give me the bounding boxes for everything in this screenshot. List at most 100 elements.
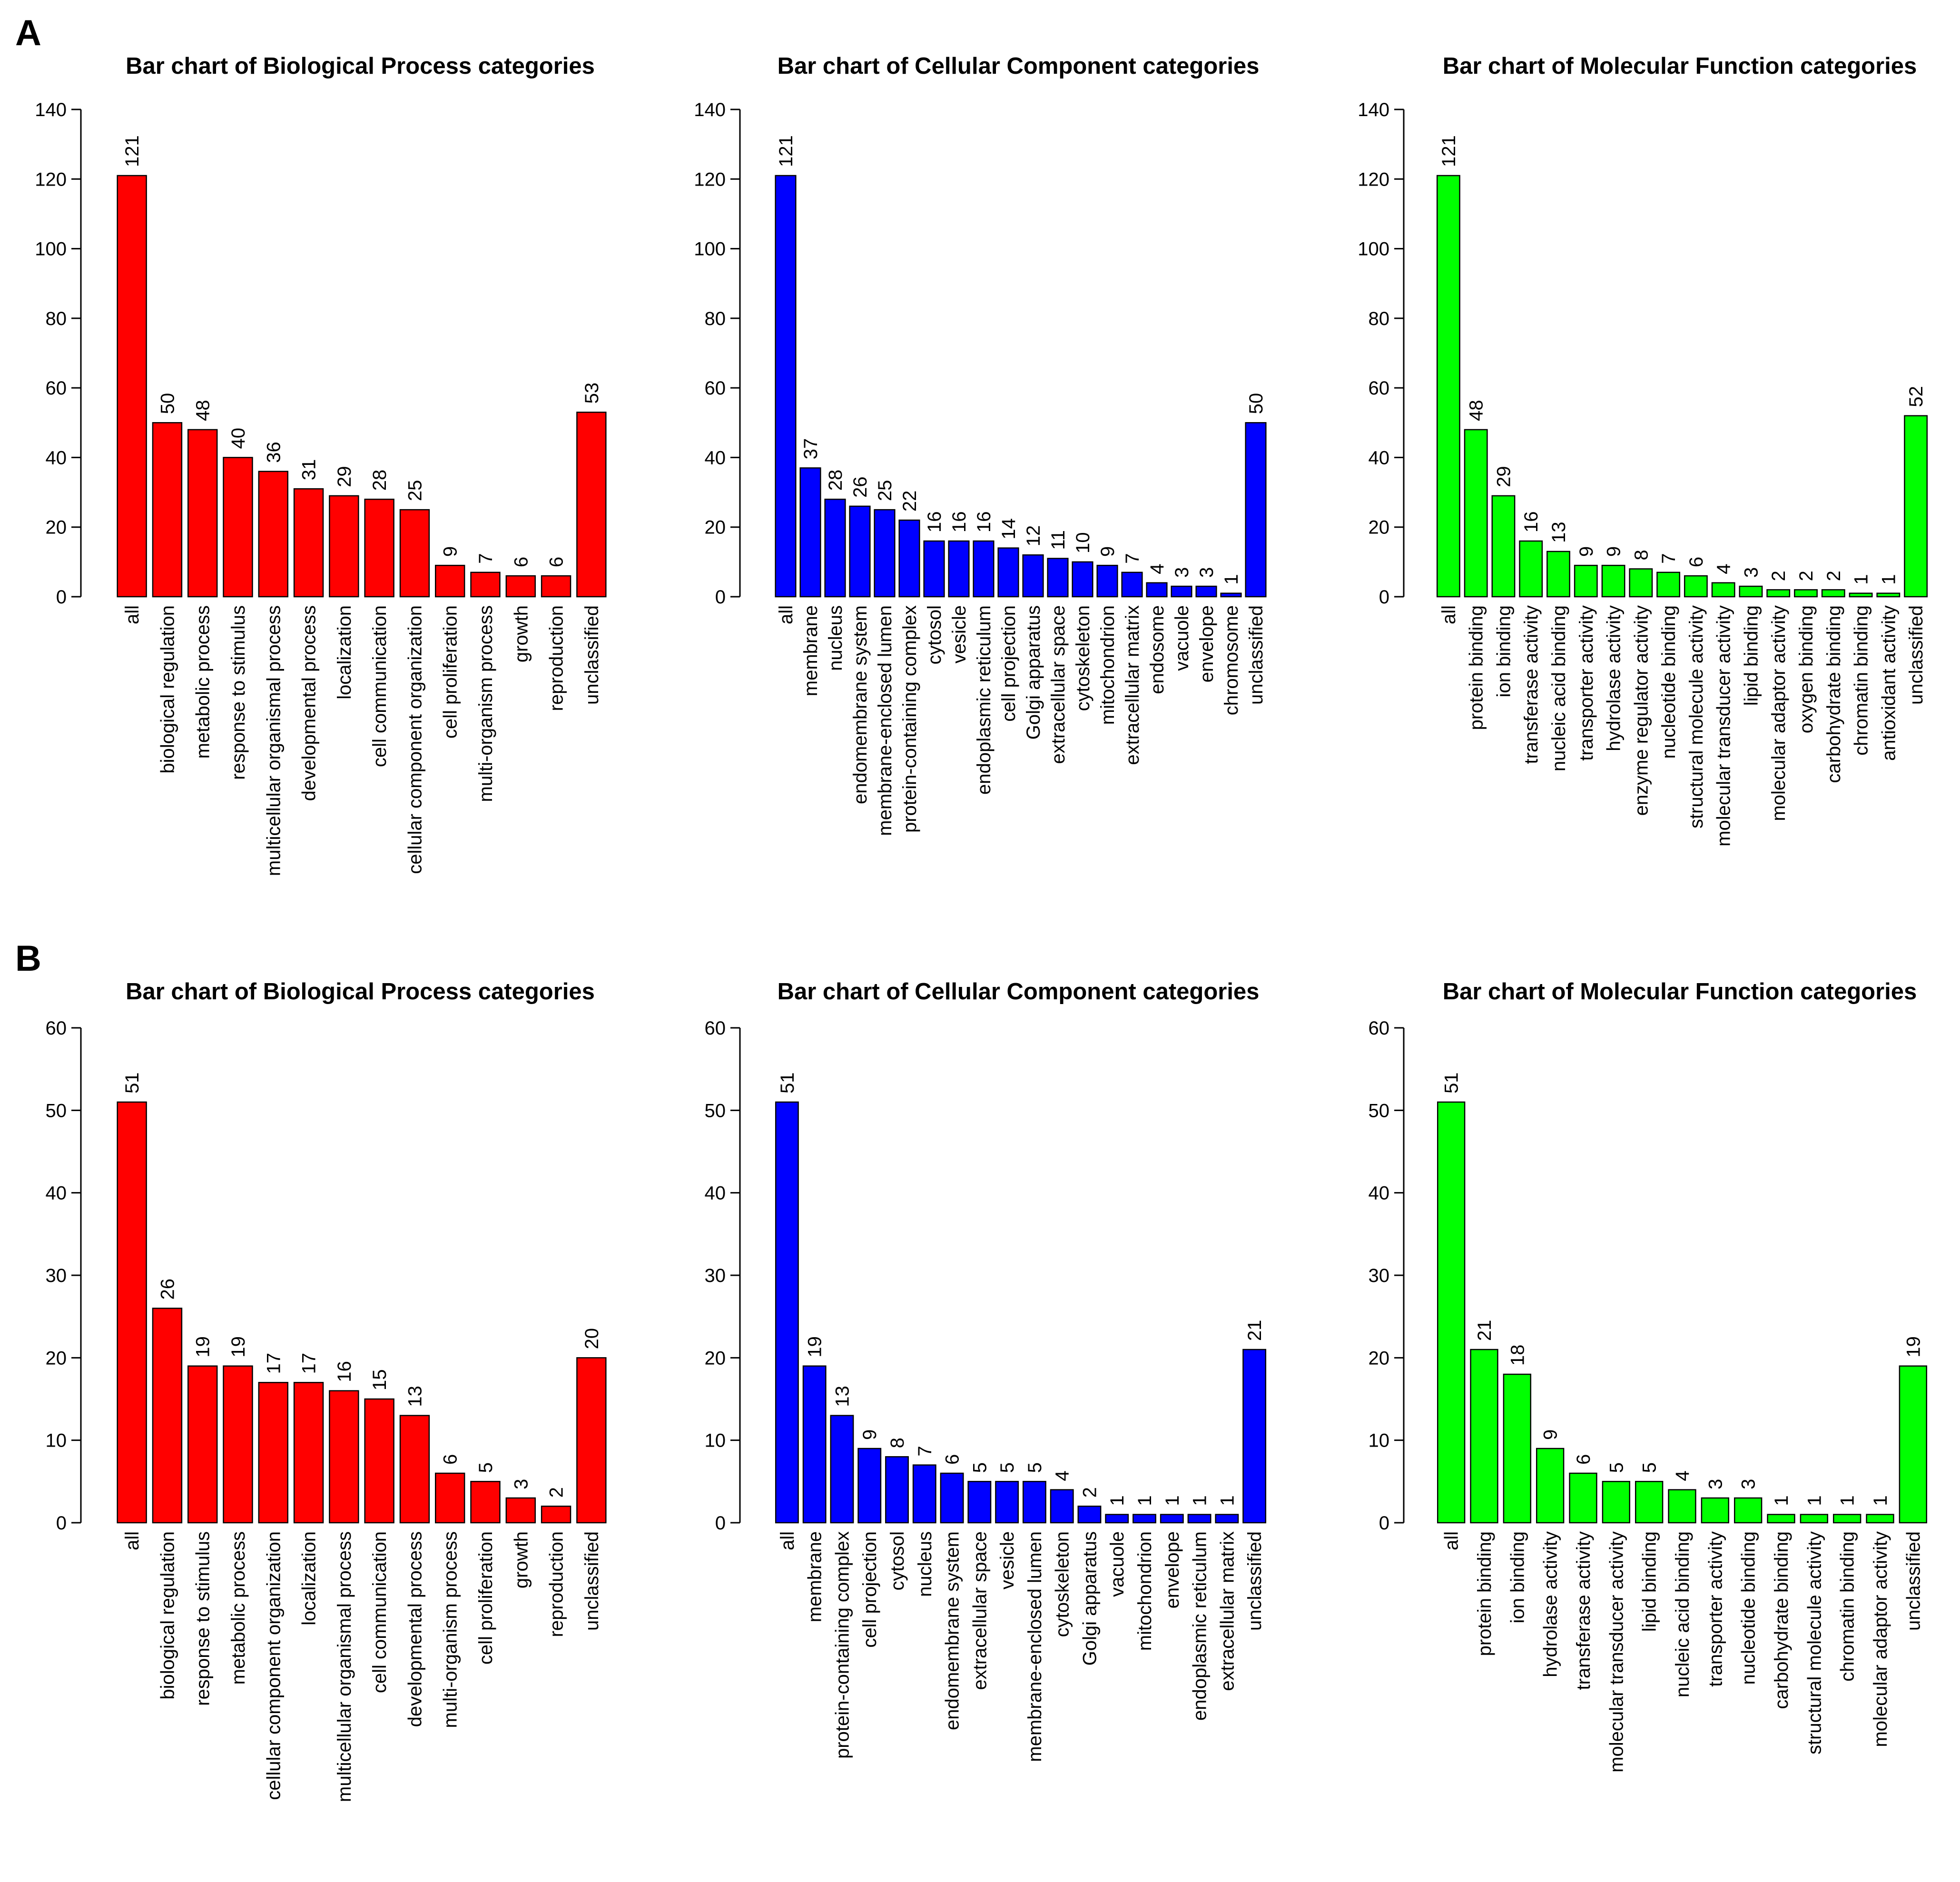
bar (1711, 582, 1735, 598)
category-label: all (122, 605, 143, 624)
data-label: 16 (949, 511, 970, 532)
bar (1767, 1514, 1795, 1524)
data-label: 28 (825, 470, 846, 491)
y-tick-label: 60 (705, 1018, 726, 1039)
category-label: nucleus (825, 605, 846, 671)
category-label: extracellular space (1048, 605, 1069, 764)
category-label: cytoskeleton (1073, 605, 1093, 711)
category-label: multi-organism process (440, 1531, 461, 1728)
category-label: molecular adaptor activity (1870, 1531, 1891, 1747)
category-label: all (122, 1531, 143, 1550)
bar (1546, 551, 1570, 598)
y-tick-label: 140 (694, 99, 726, 120)
bar (1160, 1514, 1184, 1524)
bar (775, 1101, 799, 1524)
category-label: endomembrane system (942, 1531, 963, 1730)
y-tick-label: 30 (705, 1265, 726, 1286)
bar (293, 488, 324, 598)
y-tick-label: 30 (1369, 1265, 1390, 1286)
bar (1437, 1101, 1466, 1524)
category-label: extracellular matrix (1217, 1531, 1238, 1691)
data-label: 31 (299, 459, 320, 481)
data-label: 1 (1107, 1495, 1128, 1506)
category-label: cellular component organization (404, 605, 425, 874)
y-tick-label: 20 (1369, 517, 1390, 538)
bar (1766, 589, 1791, 598)
category-label: envelope (1162, 1531, 1183, 1608)
bar (1866, 1514, 1894, 1524)
chart-title: Bar chart of Molecular Function categori… (1443, 53, 1917, 79)
data-label: 2 (1823, 571, 1844, 581)
data-label: 36 (263, 442, 284, 463)
bar (1215, 1514, 1239, 1524)
data-label: 17 (299, 1353, 320, 1374)
data-label: 121 (1438, 135, 1459, 167)
category-label: endoplasmic reticulum (974, 605, 995, 795)
bar (1876, 592, 1901, 598)
bar (1794, 589, 1818, 598)
bar (1464, 429, 1488, 598)
category-label: nucleic acid binding (1548, 605, 1569, 771)
category-label: endosome (1147, 605, 1168, 694)
bar (1821, 589, 1845, 598)
bar (1105, 1514, 1129, 1524)
category-label: multicellular organismal process (334, 1531, 355, 1802)
data-label: 7 (915, 1446, 936, 1456)
category-label: all (1438, 605, 1459, 624)
chart-6: Bar chart of Molecular Function categori… (1369, 979, 1928, 1773)
y-tick-label: 120 (35, 169, 67, 190)
y-tick-label: 0 (715, 1513, 726, 1534)
data-label: 22 (899, 491, 920, 512)
category-label: cytosol (924, 605, 945, 665)
data-label: 21 (1474, 1320, 1495, 1341)
category-label: envelope (1196, 605, 1217, 682)
data-label: 3 (1705, 1479, 1726, 1489)
category-label: nucleus (915, 1531, 936, 1597)
panel-label-a: A (15, 13, 41, 53)
data-label: 15 (369, 1370, 390, 1391)
y-tick-label: 40 (46, 447, 67, 468)
bar (830, 1415, 854, 1524)
bar (973, 540, 995, 598)
data-label: 26 (850, 476, 871, 498)
data-label: 19 (1903, 1336, 1924, 1358)
data-label: 16 (1521, 511, 1542, 532)
category-label: cell communication (369, 1531, 390, 1693)
bar (576, 412, 607, 598)
bar (1519, 540, 1543, 598)
category-label: transferase activity (1573, 1531, 1594, 1690)
category-label: cell proliferation (475, 1531, 496, 1665)
category-label: vacuole (1107, 1531, 1128, 1597)
category-label: molecular adaptor activity (1768, 605, 1789, 821)
category-label: chromatin binding (1837, 1531, 1858, 1682)
data-label: 1 (1870, 1495, 1891, 1506)
y-tick-label: 0 (1379, 1513, 1389, 1534)
bar (923, 540, 945, 598)
category-label: protein binding (1474, 1531, 1495, 1656)
data-label: 25 (875, 480, 896, 502)
bar (1733, 1497, 1763, 1524)
y-tick-label: 0 (715, 587, 726, 608)
bar (258, 471, 288, 598)
bar (152, 1308, 183, 1524)
chart-5: Bar chart of Cellular Component categori… (705, 979, 1267, 1762)
data-label: 6 (1686, 557, 1707, 567)
bar (541, 1506, 571, 1524)
category-label: hydrolase activity (1604, 605, 1625, 751)
bar (912, 1464, 936, 1524)
data-label: 3 (1741, 567, 1762, 578)
category-label: metabolic process (193, 605, 214, 759)
bar (898, 519, 920, 598)
category-label: unclassified (1246, 605, 1267, 705)
bar (470, 571, 501, 598)
y-tick-label: 40 (705, 1183, 726, 1204)
chart-title: Bar chart of Biological Process categori… (126, 979, 595, 1005)
bar (576, 1357, 607, 1524)
data-label: 17 (263, 1353, 284, 1374)
data-label: 19 (193, 1336, 214, 1358)
y-tick-label: 0 (1379, 587, 1389, 608)
y-tick-label: 100 (35, 239, 67, 260)
bar (1536, 1448, 1565, 1524)
data-label: 3 (1196, 567, 1217, 578)
category-label: endomembrane system (850, 605, 871, 804)
